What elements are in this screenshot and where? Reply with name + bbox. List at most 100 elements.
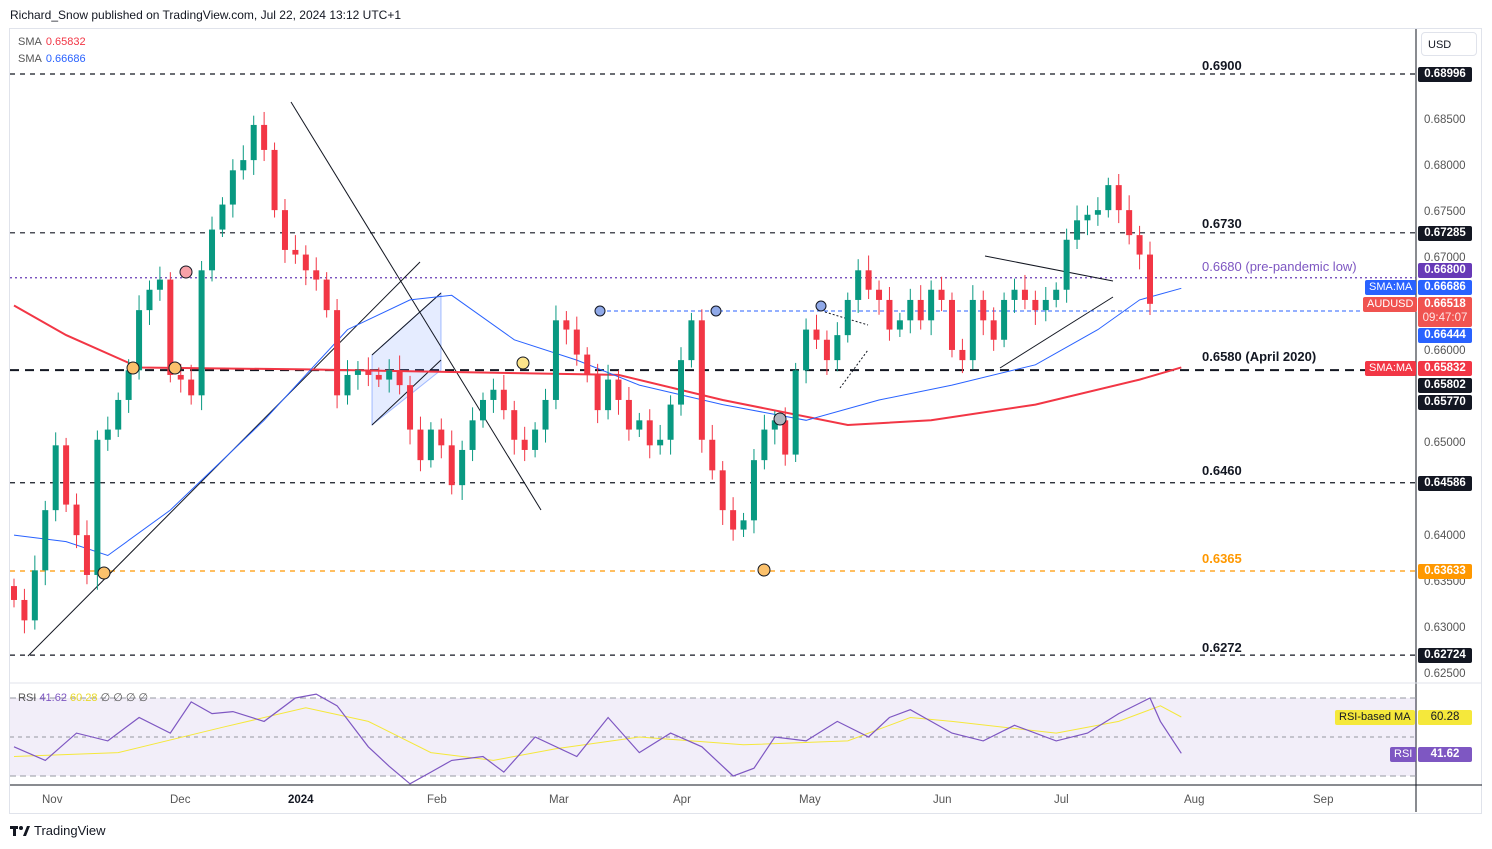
candle-body [761,429,768,461]
candle-body [667,404,674,440]
rsi-ma-value: 60.28 [70,692,98,704]
swing-markers [97,265,827,580]
brand-name: TradingView [34,823,106,838]
candle-body [209,229,216,271]
x-tick: May [799,794,821,806]
legend-sma-50[interactable]: SMA 0.66686 [18,53,86,65]
candle-body [407,385,414,430]
sma-200-line [13,304,1182,427]
candle-body [782,420,789,455]
price-tag: 0.66800 [1418,263,1472,278]
price-tag: 0.66444 [1418,328,1472,343]
candle-body [427,429,434,461]
candle-body [375,374,382,380]
candle-body [146,289,153,311]
level-label-pre-pandemic: 0.6680 (pre-pandemic low) [1202,259,1357,274]
candle-body [771,420,778,430]
rsi-tag: 41.62 [1418,747,1472,762]
candle-body [552,320,559,400]
rsi-ma-label: RSI-based MA [1335,710,1415,725]
sma200-label: SMA:MA [1365,361,1417,376]
candle-body [292,249,299,255]
candle-body [792,370,799,455]
candle-body [52,445,59,511]
candle-body [573,329,580,355]
candle-body [511,410,518,440]
candle-body [803,329,810,371]
candle-body [750,460,757,521]
candle-body [229,170,236,205]
currency-selector[interactable]: USD [1421,32,1477,56]
tradingview-logo[interactable]: TradingView [10,823,106,838]
rsi-legend[interactable]: RSI 41.62 60.28 ∅ ∅ ∅ ∅ [18,691,148,704]
candle-body [167,279,174,375]
y-tick: 0.67500 [1424,206,1466,218]
candle-body [1115,185,1122,211]
candle-body [1063,239,1070,290]
rsi-value: 41.62 [39,692,67,704]
candle-body [1074,220,1081,240]
candle-body [1126,210,1133,236]
x-tick: Jun [933,794,952,806]
candle-body [136,310,143,371]
candle-body [334,310,341,396]
candle-body [542,399,549,430]
candle-body [719,470,726,511]
candle-body [490,389,497,400]
symbol-label: AUDUSD [1363,297,1418,312]
candle-body [323,279,330,311]
candle-body [646,420,653,446]
level-label: 0.6730 [1202,216,1242,231]
price-tag: 0.65802 [1418,378,1472,393]
y-tick: 0.63500 [1424,576,1466,588]
x-tick: Jul [1054,794,1069,806]
candle-body [386,370,393,380]
candle-body [865,270,872,290]
candle-body [1147,254,1153,304]
candle-body [1021,289,1028,300]
candle-body [177,374,184,380]
bar-countdown: 09:47:07 [1422,312,1468,324]
candle-body [1011,289,1018,300]
candle-body [740,520,747,530]
x-tick: Sep [1313,794,1334,806]
candle-body [896,320,903,330]
legend-value: 0.65832 [45,36,86,48]
candle-body [959,349,966,361]
candle-body [844,299,851,336]
candle-body [917,299,924,321]
candle-body [1042,299,1049,311]
candle-body [302,254,309,271]
candle-body [11,586,17,600]
candle-body [417,429,424,461]
triangle-upper-line [984,255,1114,282]
y-tick: 0.65000 [1424,437,1466,449]
candle-body [657,439,664,446]
candle-body [459,449,466,486]
candle-body [83,535,90,575]
price-tag: 0.63633 [1418,564,1472,579]
rsi-title: RSI [18,692,37,704]
candle-body [1094,210,1101,215]
candle-body [907,299,914,321]
candle-body [834,335,841,361]
candle-body [261,124,268,150]
candle-body [823,339,830,361]
candle-body [396,370,403,386]
candle-body [1136,235,1143,255]
rsi-ma-line [13,705,1182,761]
candle-body [1105,185,1112,211]
marker-circle [773,412,787,426]
legend-sma-200[interactable]: SMA 0.65832 [18,36,86,48]
candle-body [115,399,122,430]
x-tick: Mar [549,794,569,806]
candle-body [980,299,987,321]
chart-frame [9,28,1482,814]
legend-label: SMA [18,36,42,48]
candle-body [219,204,226,230]
x-tick: Dec [170,794,191,806]
y-tick: 0.68500 [1424,114,1466,126]
rsi-extra-values: ∅ ∅ ∅ ∅ [100,692,149,704]
candle-body [1084,214,1091,221]
